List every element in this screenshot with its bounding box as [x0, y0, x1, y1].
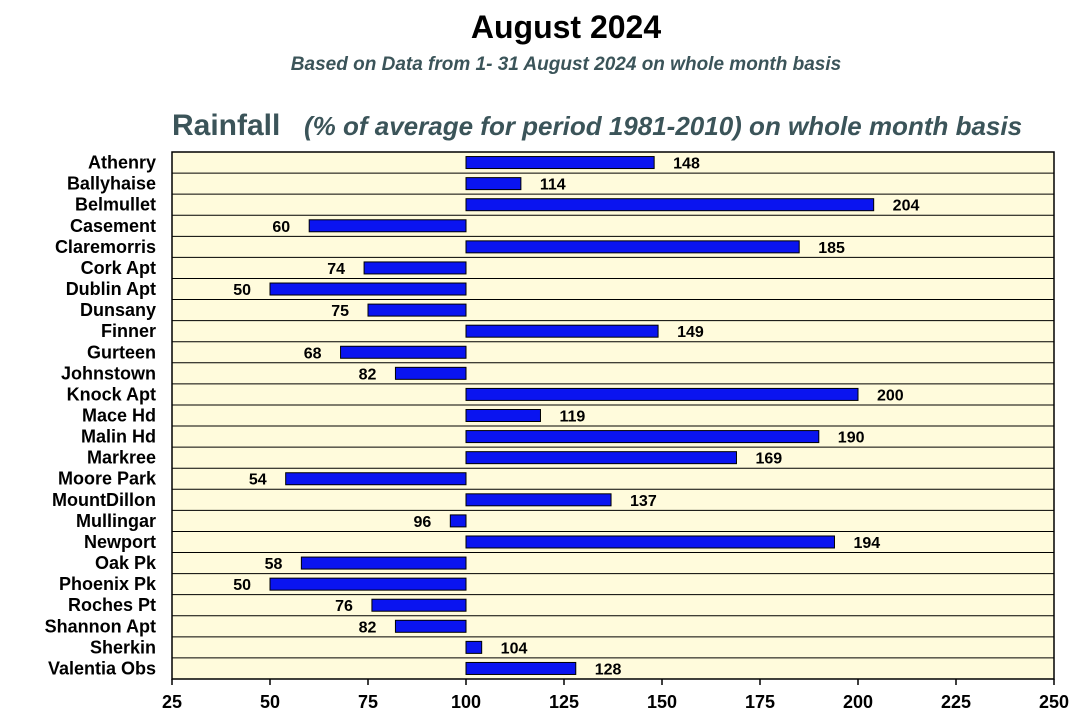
category-label: Finner	[101, 321, 156, 341]
category-label: Mace Hd	[82, 406, 156, 426]
bar	[394, 619, 467, 633]
value-label: 54	[249, 472, 267, 489]
bar	[300, 556, 467, 570]
value-label: 104	[501, 640, 528, 657]
category-label: Belmullet	[75, 195, 156, 215]
section-subtitle: (% of average for period 1981-2010) on w…	[304, 111, 1022, 141]
bar	[449, 514, 467, 528]
category-label: Mullingar	[76, 511, 156, 531]
bar	[465, 409, 541, 422]
value-label: 137	[630, 493, 657, 510]
bar	[465, 156, 655, 170]
category-label: Johnstown	[61, 363, 156, 383]
category-label: Malin Hd	[81, 427, 156, 447]
value-label: 50	[233, 282, 251, 299]
x-tick-label: 125	[549, 692, 579, 712]
plot-area	[171, 151, 1055, 680]
category-label: Casement	[70, 216, 156, 236]
value-label: 200	[877, 387, 904, 404]
bar	[340, 345, 467, 359]
category-label: Athenry	[88, 153, 156, 173]
bar	[465, 177, 522, 191]
value-label: 82	[359, 366, 377, 383]
bar	[465, 493, 612, 507]
category-labels: AthenryBallyhaiseBelmulletCasementClarem…	[45, 153, 157, 679]
category-label: Cork Apt	[81, 258, 156, 278]
value-label: 96	[414, 514, 432, 531]
bar	[269, 282, 467, 296]
bar	[394, 366, 467, 380]
category-label: Phoenix Pk	[59, 574, 157, 594]
chart-subtitle: Based on Data from 1- 31 August 2024 on …	[291, 54, 841, 75]
value-label: 185	[818, 240, 845, 257]
bar	[371, 598, 467, 612]
category-label: Dublin Apt	[66, 279, 156, 299]
value-label: 75	[331, 303, 349, 320]
bar	[465, 661, 577, 675]
x-tick-label: 50	[260, 692, 280, 712]
value-label: 50	[233, 577, 251, 594]
x-tick-label: 100	[451, 692, 481, 712]
category-label: Markree	[87, 448, 156, 468]
value-label: 60	[272, 219, 290, 236]
bar	[269, 577, 467, 591]
value-label: 82	[359, 619, 377, 636]
category-label: Gurteen	[87, 342, 156, 362]
x-tick-label: 200	[843, 692, 873, 712]
value-label: 194	[853, 535, 880, 552]
x-tick-label: 225	[941, 692, 971, 712]
value-label: 148	[673, 156, 700, 173]
value-label: 204	[893, 198, 920, 215]
value-labels: 148 114 204 60 185 74 50 75 149 68 82 200 119 190 169 5…	[233, 156, 919, 679]
section-title: Rainfall	[172, 109, 280, 142]
value-label: 119	[559, 409, 585, 426]
bar	[465, 430, 820, 444]
category-label: Dunsany	[80, 300, 156, 320]
bar	[285, 472, 467, 486]
value-label: 128	[595, 661, 622, 678]
category-label: Moore Park	[58, 469, 157, 489]
x-axis-ticks: 25 50 75 100 125 150 175 200 225 250	[162, 679, 1069, 712]
value-label: 74	[327, 261, 345, 278]
category-label: Valentia Obs	[48, 658, 156, 678]
value-label: 58	[265, 556, 283, 573]
value-label: 190	[838, 430, 865, 447]
category-label: MountDillon	[52, 490, 156, 510]
value-label: 169	[755, 451, 782, 468]
bars	[269, 156, 875, 675]
category-label: Newport	[84, 532, 156, 552]
bar	[363, 261, 467, 275]
x-tick-label: 150	[647, 692, 677, 712]
bar	[465, 451, 737, 465]
bar	[465, 387, 859, 401]
category-label: Roches Pt	[68, 595, 156, 615]
value-label: 114	[540, 177, 566, 194]
bar	[465, 324, 659, 338]
category-label: Shannon Apt	[45, 616, 156, 636]
x-tick-label: 250	[1039, 692, 1069, 712]
bar	[465, 240, 800, 254]
bar	[367, 303, 467, 317]
grid-lines	[172, 172, 1054, 659]
x-tick-label: 75	[358, 692, 378, 712]
category-label: Claremorris	[55, 237, 156, 257]
value-label: 68	[304, 345, 322, 362]
bar	[465, 198, 875, 212]
bar	[308, 219, 467, 233]
category-label: Knock Apt	[67, 384, 156, 404]
x-tick-label: 175	[745, 692, 775, 712]
category-label: Sherkin	[90, 637, 156, 657]
bar	[465, 640, 483, 654]
category-label: Oak Pk	[95, 553, 157, 573]
value-label: 149	[677, 324, 704, 341]
chart-title: August 2024	[471, 9, 661, 45]
x-tick-label: 25	[162, 692, 182, 712]
bar	[465, 535, 835, 549]
category-label: Ballyhaise	[67, 174, 156, 194]
value-label: 76	[335, 598, 353, 615]
